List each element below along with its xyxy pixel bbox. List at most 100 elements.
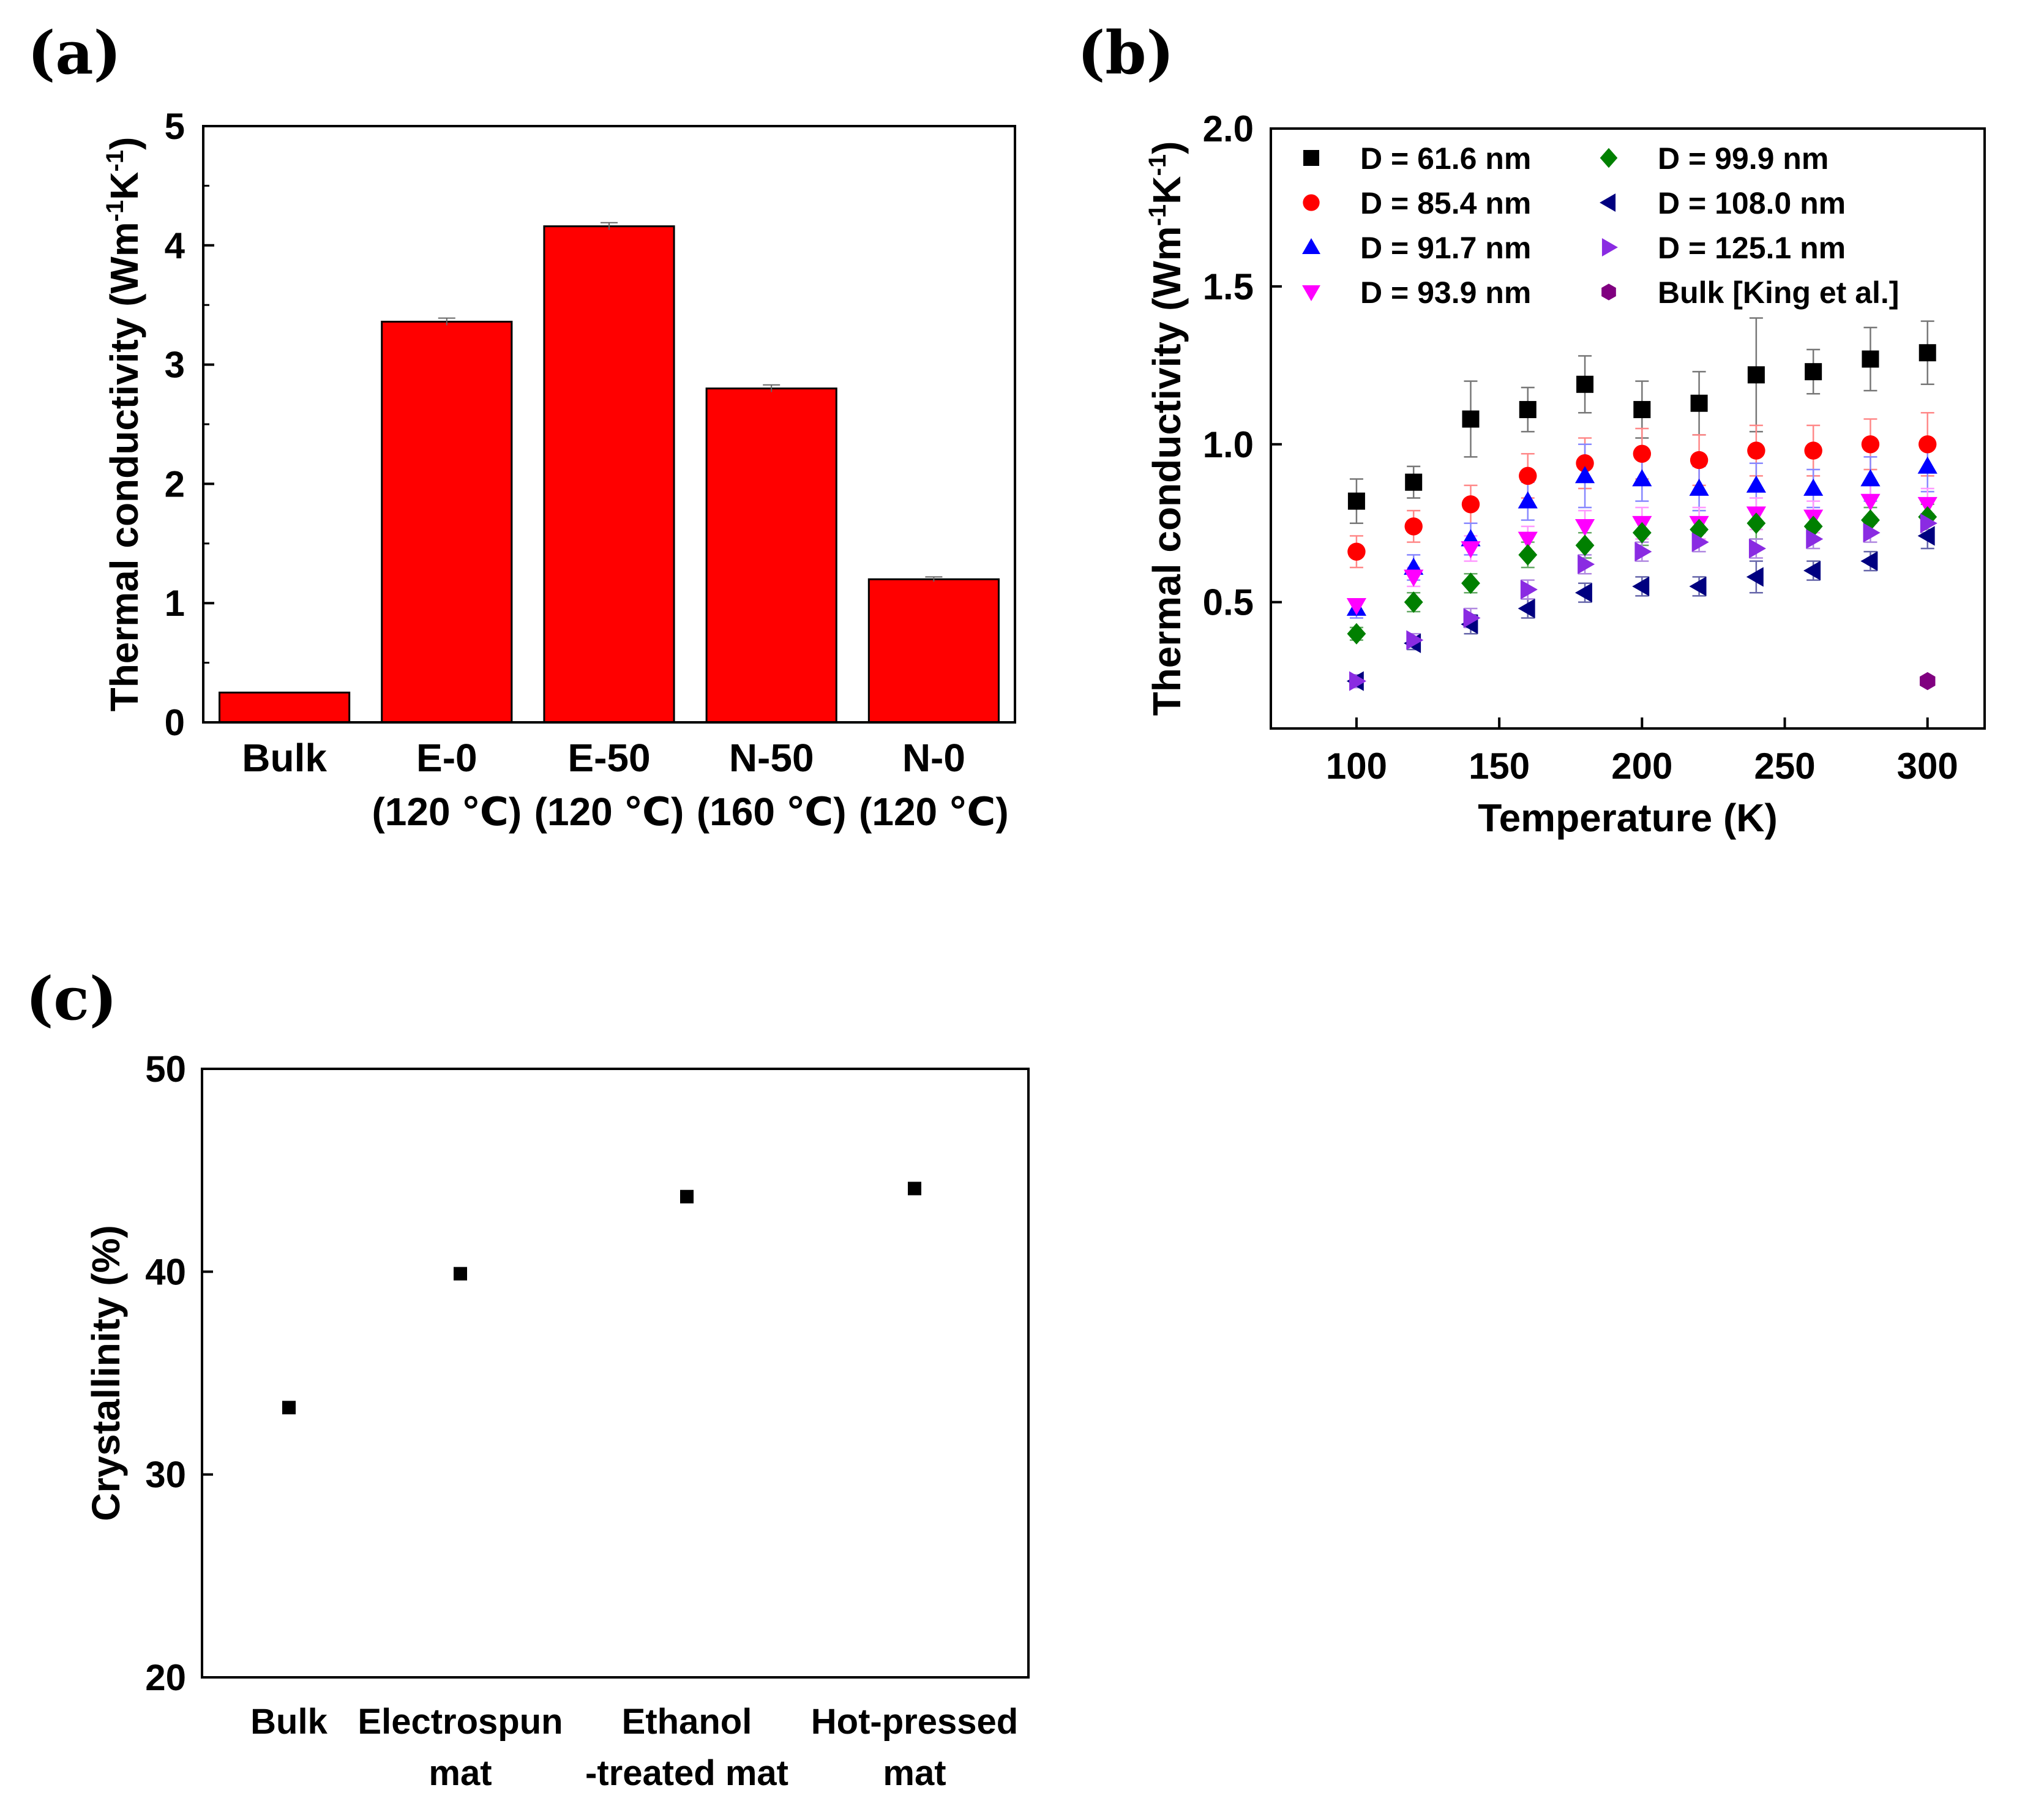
point-series-6 xyxy=(1803,561,1821,581)
panel-a-y-ticks: 0 1 2 3 4 5 xyxy=(165,106,214,743)
point-series-2 xyxy=(1633,444,1652,463)
legend-marker xyxy=(1303,194,1320,211)
point-series-1 xyxy=(1747,366,1765,384)
x-tick-label: 300 xyxy=(1897,746,1958,787)
point-series-4 xyxy=(1574,519,1595,536)
point-series-5 xyxy=(1632,522,1652,544)
point-series-3 xyxy=(1689,478,1709,496)
panel-b: (b) 0.5 1.0 1.5 2.0 100 150 200 250 300 D = 61.… xyxy=(1077,18,1986,840)
point-series-2 xyxy=(1919,435,1937,454)
x-tick-label: 250 xyxy=(1754,746,1815,787)
category-label: Ethanol xyxy=(622,1702,752,1742)
legend-label: Bulk [King et al.] xyxy=(1658,275,1899,310)
point-series-1 xyxy=(1690,394,1708,412)
legend-label: D = 108.0 nm xyxy=(1658,186,1846,220)
category-label: Electrospun xyxy=(358,1702,563,1742)
legend-marker xyxy=(1302,238,1320,255)
point-series-5 xyxy=(1404,591,1423,613)
bar-2 xyxy=(381,320,513,724)
panel-b-plot-frame xyxy=(1270,127,1986,730)
point-series-2 xyxy=(1747,441,1765,460)
point-series-7 xyxy=(1520,579,1538,600)
y-tick-label: 40 xyxy=(145,1251,186,1292)
point-series-1 xyxy=(1405,473,1423,491)
point-series-7 xyxy=(1748,538,1766,559)
category-condition: (120 ℃) xyxy=(372,790,522,834)
panel-c: (c) 20 30 40 50 Bulk Electrospun mat Ethanol -t… xyxy=(26,964,1030,1793)
bar-4 xyxy=(705,388,837,724)
crystallinity-point-3 xyxy=(680,1189,694,1204)
point-series-1 xyxy=(1462,410,1480,428)
legend-marker xyxy=(1601,238,1618,256)
category-label-line2: mat xyxy=(429,1753,492,1793)
panel-a: (a) 0 1 2 3 4 5 Bulk E-0 (120 ℃) E-50 (120 ℃) N-50… xyxy=(28,18,1016,834)
y-tick-label: 1.5 xyxy=(1203,266,1254,307)
panel-b-legend: D = 61.6 nm D = 85.4 nm D = 91.7 nm D = 93.… xyxy=(1302,141,1899,310)
category-label-line2: mat xyxy=(883,1753,946,1793)
panel-c-letter: (c) xyxy=(26,964,117,1033)
crystallinity-point-2 xyxy=(454,1267,467,1281)
point-series-4 xyxy=(1518,531,1538,549)
category-condition: (160 ℃) xyxy=(697,790,847,834)
legend-marker xyxy=(1303,150,1319,166)
panel-c-markers xyxy=(282,1181,921,1415)
y-tick-label: 4 xyxy=(165,225,185,266)
point-series-4 xyxy=(1346,597,1367,615)
point-series-7 xyxy=(1578,554,1595,574)
point-series-2 xyxy=(1461,495,1480,514)
point-series-5 xyxy=(1690,519,1709,541)
y-tick-label: 50 xyxy=(145,1049,186,1090)
legend-marker xyxy=(1600,148,1618,168)
point-series-4 xyxy=(1404,569,1424,587)
legend-marker xyxy=(1302,285,1320,301)
category-label-line2: -treated mat xyxy=(585,1753,788,1793)
y-tick-label: 1 xyxy=(165,583,185,624)
point-series-3 xyxy=(1917,456,1937,474)
x-tick-label: 200 xyxy=(1611,746,1672,787)
crystallinity-point-4 xyxy=(908,1181,921,1196)
panel-b-error-bars xyxy=(1349,317,1934,689)
point-series-6 xyxy=(1632,576,1650,596)
y-tick-label: 3 xyxy=(165,345,185,386)
legend-label: D = 85.4 nm xyxy=(1360,186,1531,220)
point-series-7 xyxy=(1691,532,1709,552)
point-series-6 xyxy=(1574,583,1592,603)
legend-marker xyxy=(1601,283,1616,301)
crystallinity-point-1 xyxy=(282,1401,296,1415)
point-series-1 xyxy=(1347,492,1365,510)
panel-b-y-ticks: 0.5 1.0 1.5 2.0 xyxy=(1203,108,1282,623)
point-series-5 xyxy=(1347,623,1366,645)
point-series-4 xyxy=(1917,496,1937,514)
panel-c-plot-frame xyxy=(201,1068,1030,1679)
legend-label: D = 91.7 nm xyxy=(1360,231,1531,265)
point-series-7 xyxy=(1634,542,1652,562)
point-series-1 xyxy=(1633,401,1651,419)
legend-label: D = 125.1 nm xyxy=(1658,231,1846,265)
point-series-6 xyxy=(1917,526,1935,546)
point-series-1 xyxy=(1919,344,1936,362)
point-series-3 xyxy=(1632,469,1652,487)
bar-5 xyxy=(867,578,1000,724)
panel-c-y-ticks: 20 30 40 50 xyxy=(145,1049,213,1698)
legend-label: D = 61.6 nm xyxy=(1360,141,1531,176)
y-tick-label: 0 xyxy=(165,702,185,743)
point-series-7 xyxy=(1406,630,1424,650)
point-series-3 xyxy=(1746,475,1766,493)
point-series-7 xyxy=(1863,523,1881,543)
point-series-3 xyxy=(1803,478,1824,496)
panel-a-bars xyxy=(219,225,1000,724)
point-series-3 xyxy=(1860,469,1881,487)
panel-a-x-categories: Bulk E-0 (120 ℃) E-50 (120 ℃) N-50 (160 ℃) N-0 (… xyxy=(242,736,1008,834)
y-tick-label: 5 xyxy=(165,106,185,147)
point-series-6 xyxy=(1518,598,1535,619)
y-tick-label: 30 xyxy=(145,1455,186,1496)
point-series-7 xyxy=(1349,671,1367,691)
x-tick-label: 150 xyxy=(1469,746,1530,787)
category-label: Bulk xyxy=(242,736,327,780)
bar-1 xyxy=(219,691,351,724)
point-series-1 xyxy=(1519,401,1537,419)
category-condition: (120 ℃) xyxy=(859,790,1009,834)
point-series-5 xyxy=(1746,512,1766,534)
y-tick-label: 20 xyxy=(145,1657,186,1698)
